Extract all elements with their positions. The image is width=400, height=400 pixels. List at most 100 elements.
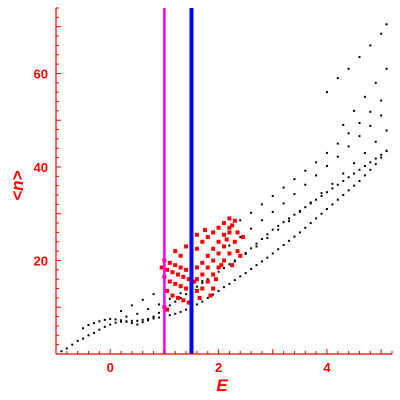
data-point	[336, 77, 339, 80]
data-point	[282, 202, 285, 205]
data-point	[260, 203, 263, 206]
data-point	[217, 270, 220, 273]
data-point	[315, 198, 318, 201]
data-point	[192, 279, 197, 284]
data-point	[331, 203, 334, 206]
data-point	[336, 198, 339, 201]
reference-lines	[163, 8, 194, 354]
data-point	[266, 256, 269, 259]
data-point	[201, 281, 204, 284]
data-point	[98, 328, 101, 331]
data-point	[136, 319, 139, 322]
data-point	[224, 237, 229, 242]
data-point	[120, 319, 123, 322]
data-point	[358, 180, 361, 182]
data-point	[250, 211, 253, 214]
data-point	[130, 319, 133, 322]
data-point	[385, 129, 388, 132]
data-point	[353, 184, 356, 187]
data-point	[358, 135, 361, 138]
data-point	[223, 286, 225, 289]
data-point	[222, 232, 226, 237]
data-point	[165, 288, 170, 293]
data-point	[92, 331, 95, 334]
data-point	[277, 224, 280, 227]
x-axis-title: E	[216, 376, 228, 395]
data-point	[98, 320, 101, 323]
data-point	[194, 232, 199, 237]
data-point	[194, 288, 199, 293]
data-point	[288, 239, 291, 242]
data-point	[197, 295, 202, 300]
data-point	[175, 272, 180, 277]
data-point	[167, 260, 172, 265]
data-point	[228, 244, 231, 247]
data-point	[200, 286, 205, 291]
data-point	[165, 307, 170, 312]
x-tick-label: 2	[215, 360, 222, 375]
data-point	[223, 266, 225, 269]
y-tick-label: 20	[34, 253, 48, 268]
data-point	[152, 315, 155, 318]
data-point	[353, 172, 356, 175]
data-point	[342, 123, 345, 126]
data-point	[336, 155, 339, 158]
data-point	[130, 322, 133, 325]
data-point	[288, 220, 291, 223]
data-point	[320, 194, 323, 197]
data-point	[271, 228, 274, 231]
data-point	[194, 246, 199, 251]
data-point	[65, 347, 68, 350]
data-point	[347, 132, 350, 135]
data-point	[194, 277, 199, 282]
y-tick-label: 40	[34, 160, 48, 175]
data-point	[244, 272, 247, 275]
data-point	[211, 246, 216, 251]
data-point	[363, 165, 366, 168]
data-point	[239, 219, 242, 222]
data-point	[219, 263, 224, 268]
data-point	[173, 281, 178, 286]
data-point	[331, 187, 334, 190]
data-point	[92, 322, 95, 325]
data-point	[271, 210, 274, 213]
data-point	[244, 252, 247, 255]
data-point	[235, 249, 240, 254]
data-point	[255, 264, 258, 267]
data-point	[380, 99, 383, 102]
data-point	[320, 192, 323, 195]
data-point	[186, 277, 191, 282]
data-point	[369, 168, 372, 171]
data-point	[141, 318, 144, 321]
data-point	[184, 267, 189, 272]
data-point	[222, 258, 226, 263]
data-point	[380, 114, 383, 117]
data-point	[325, 151, 328, 154]
data-point	[342, 194, 345, 197]
data-point	[173, 249, 178, 254]
data-point	[385, 150, 388, 153]
data-point	[168, 314, 171, 317]
data-point	[385, 67, 388, 70]
data-point	[71, 343, 74, 346]
data-point	[120, 320, 123, 323]
data-point	[380, 32, 383, 35]
data-point	[347, 176, 350, 179]
data-point	[239, 275, 242, 278]
data-point	[374, 163, 377, 166]
data-point	[195, 285, 198, 288]
data-point	[230, 263, 235, 268]
data-point	[213, 277, 218, 282]
data-point	[141, 298, 144, 301]
data-point	[157, 303, 160, 306]
data-point	[380, 153, 383, 156]
data-point	[201, 280, 204, 283]
data-point	[206, 278, 209, 281]
data-point	[353, 162, 356, 165]
data-point	[374, 140, 377, 143]
data-point	[277, 228, 280, 231]
data-point	[342, 172, 345, 175]
data-point	[152, 317, 155, 320]
data-point	[374, 81, 377, 84]
